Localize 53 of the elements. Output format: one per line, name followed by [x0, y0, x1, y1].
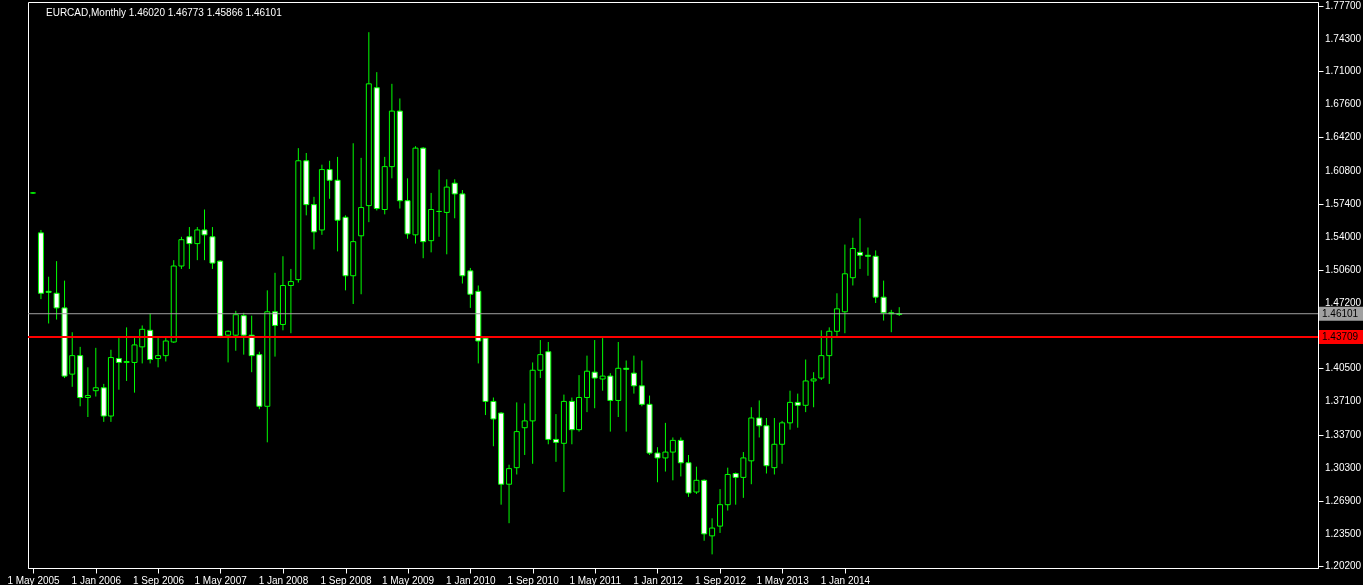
y-tick-label: 1.67600 [1325, 98, 1362, 110]
y-tick-label: 1.47200 [1325, 297, 1362, 309]
x-tick-label: 1 May 2009 [381, 574, 435, 585]
candlestick [155, 337, 162, 368]
candlestick [794, 393, 801, 429]
candlestick [709, 517, 716, 555]
y-tick-label: 1.64200 [1325, 131, 1362, 143]
x-tick-label: 1 Jan 2014 [820, 574, 871, 585]
candlestick [240, 312, 247, 356]
x-tick-label: 1 Jan 2008 [258, 574, 309, 585]
candlestick [717, 488, 724, 534]
y-tick-label: 1.37100 [1325, 395, 1362, 407]
chart-title: EURCAD,Monthly 1.46020 1.46773 1.45866 1.46101 [46, 7, 283, 18]
ref-line-label: 1.46101 [1322, 307, 1359, 319]
candlestick [225, 329, 232, 363]
candlestick [552, 413, 559, 463]
y-tick-label: 1.40500 [1325, 362, 1362, 374]
candlestick [623, 360, 630, 433]
candlestick [506, 464, 513, 524]
candlestick [864, 246, 871, 277]
x-tick-label: 1 Sep 2012 [694, 574, 747, 585]
y-tick-label: 1.60800 [1325, 164, 1362, 176]
y-tick-label: 1.20200 [1325, 560, 1362, 572]
y-tick-label: 1.50600 [1325, 263, 1362, 275]
x-tick-label: 1 May 2005 [7, 574, 61, 585]
x-tick-label: 1 Sep 2010 [507, 574, 560, 585]
candlestick [787, 390, 794, 431]
y-tick-label: 1.77700 [1325, 0, 1362, 11]
y-tick-label: 1.26900 [1325, 494, 1362, 506]
candlestick [287, 268, 294, 334]
x-tick-label: 1 Sep 2006 [133, 574, 185, 585]
candlestick [232, 310, 239, 352]
y-tick-label: 1.23500 [1325, 527, 1362, 539]
y-tick-label: 1.33700 [1325, 428, 1362, 440]
candlestick [84, 366, 91, 418]
candlestick [630, 355, 637, 395]
candlestick [162, 337, 169, 362]
candlestick [92, 347, 99, 398]
y-tick-label: 1.71000 [1325, 65, 1362, 77]
candlestick [833, 292, 840, 337]
x-tick-label: 1 Sep 2008 [320, 574, 373, 585]
x-tick-label: 1 Jan 2010 [446, 574, 497, 585]
x-tick-label: 1 Jan 2012 [633, 574, 684, 585]
y-tick-label: 1.54000 [1325, 230, 1362, 242]
candlestick [272, 272, 278, 358]
x-tick-label: 1 May 2013 [756, 574, 810, 585]
x-tick-label: 1 May 2007 [194, 574, 248, 585]
y-tick-label: 1.57400 [1325, 197, 1362, 209]
x-tick-label: 1 Jan 2006 [71, 574, 122, 585]
y-tick-label: 1.74300 [1325, 33, 1362, 45]
ref-line-label: 1.43709 [1322, 331, 1359, 343]
x-tick-label: 1 May 2011 [569, 574, 622, 585]
y-tick-label: 1.30300 [1325, 461, 1362, 473]
